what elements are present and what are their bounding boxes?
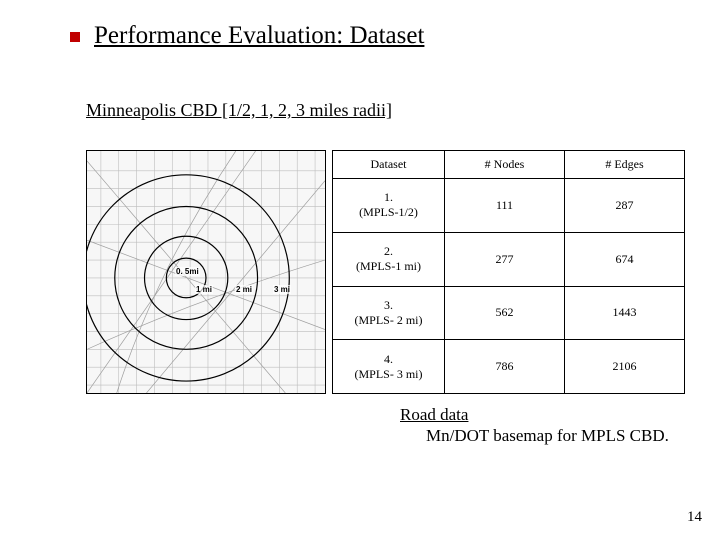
cell-nodes: 562 xyxy=(445,286,565,340)
cell-edges: 674 xyxy=(565,232,685,286)
col-dataset: Dataset xyxy=(333,151,445,179)
caption-line-1: Road data xyxy=(400,404,669,425)
cell-edges: 2106 xyxy=(565,340,685,394)
cell-dataset: 1.(MPLS-1/2) xyxy=(333,179,445,233)
ring-label: 0. 5mi xyxy=(175,267,200,276)
dataset-table: Dataset # Nodes # Edges 1.(MPLS-1/2)1112… xyxy=(332,150,685,394)
table-header-row: Dataset # Nodes # Edges xyxy=(333,151,685,179)
cell-dataset: 3.(MPLS- 2 mi) xyxy=(333,286,445,340)
cell-nodes: 786 xyxy=(445,340,565,394)
ring-label: 3 mi xyxy=(273,285,291,294)
page-number: 14 xyxy=(687,509,702,526)
cell-nodes: 277 xyxy=(445,232,565,286)
subtitle: Minneapolis CBD [1/2, 1, 2, 3 miles radi… xyxy=(86,100,392,121)
title-block: Performance Evaluation: Dataset xyxy=(94,22,424,50)
page-title: Performance Evaluation: Dataset xyxy=(94,22,424,50)
col-nodes: # Nodes xyxy=(445,151,565,179)
cell-dataset: 2.(MPLS-1 mi) xyxy=(333,232,445,286)
cell-edges: 1443 xyxy=(565,286,685,340)
cell-dataset: 4.(MPLS- 3 mi) xyxy=(333,340,445,394)
table-row: 2.(MPLS-1 mi)277674 xyxy=(333,232,685,286)
table-row: 1.(MPLS-1/2)111287 xyxy=(333,179,685,233)
caption-line-2: Mn/DOT basemap for MPLS CBD. xyxy=(400,425,669,446)
table-row: 4.(MPLS- 3 mi)7862106 xyxy=(333,340,685,394)
cell-nodes: 111 xyxy=(445,179,565,233)
table-row: 3.(MPLS- 2 mi)5621443 xyxy=(333,286,685,340)
caption: Road data Mn/DOT basemap for MPLS CBD. xyxy=(400,404,669,447)
ring-label: 1 mi xyxy=(195,285,213,294)
bullet-icon xyxy=(70,32,80,42)
map-figure: 0. 5mi 1 mi 2 mi 3 mi xyxy=(86,150,326,394)
ring-label: 2 mi xyxy=(235,285,253,294)
col-edges: # Edges xyxy=(565,151,685,179)
road-grid xyxy=(87,151,325,393)
cell-edges: 287 xyxy=(565,179,685,233)
content-row: 0. 5mi 1 mi 2 mi 3 mi Dataset # Nodes # Edg… xyxy=(86,150,685,394)
